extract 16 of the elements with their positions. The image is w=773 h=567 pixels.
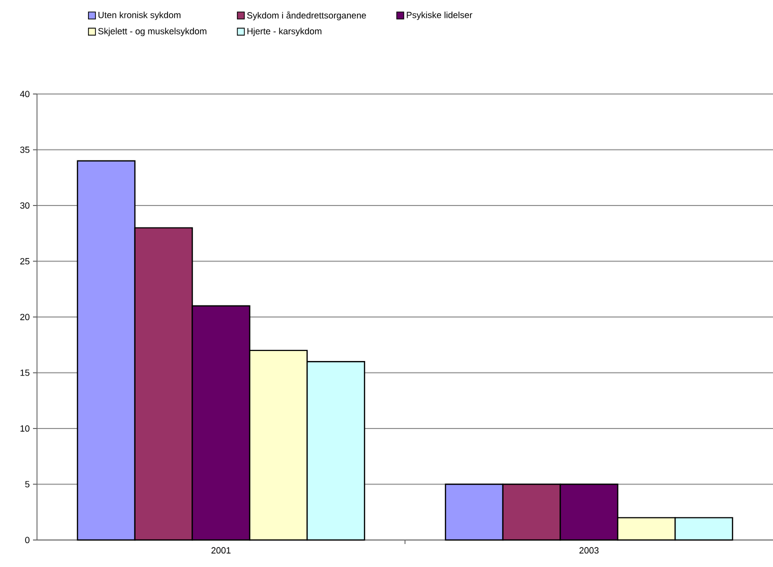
y-tick-label: 25 [20, 258, 30, 264]
legend-label: Psykiske lidelser [406, 12, 472, 20]
y-tick-label: 40 [20, 90, 30, 98]
y-tick-label: 20 [20, 314, 30, 320]
y-tick-label: 35 [20, 146, 30, 153]
y-tick-label: 5 [25, 481, 30, 488]
legend-label: Uten kronisk sykdom [98, 12, 180, 20]
x-tick-label: 2001 [211, 547, 231, 554]
y-tick-label: 15 [20, 370, 30, 376]
legend-label: Skjelett - og muskelsykdom [98, 28, 206, 36]
x-tick-label: 2003 [579, 547, 599, 554]
y-tick-label: 0 [25, 536, 30, 544]
legend-label: Sykdom i åndedrettsorganene [247, 11, 366, 20]
y-tick-label: 10 [20, 425, 30, 432]
y-tick-label: 30 [20, 202, 30, 209]
legend-label: Hjerte - karsykdom [247, 28, 322, 36]
